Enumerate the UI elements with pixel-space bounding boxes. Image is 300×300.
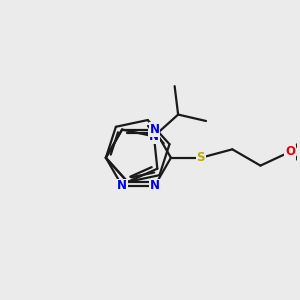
Text: O: O — [285, 145, 295, 158]
Text: N: N — [117, 179, 127, 192]
Text: N: N — [149, 130, 159, 143]
Text: S: S — [196, 151, 205, 164]
Text: N: N — [150, 123, 160, 136]
Text: N: N — [150, 179, 160, 192]
